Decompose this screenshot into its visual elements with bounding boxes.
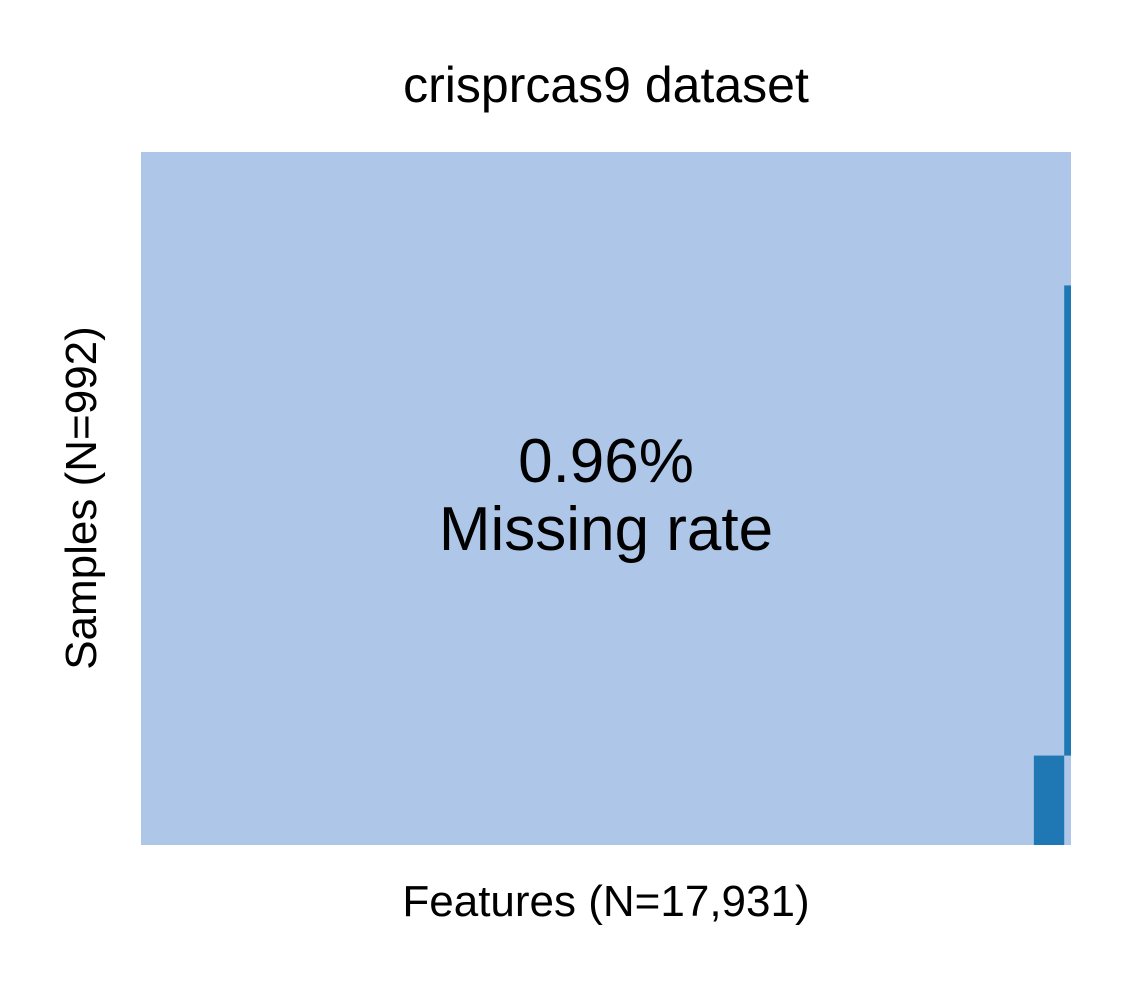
y-axis-label: Samples (N=992) [57, 326, 106, 670]
missing-block-1 [1064, 285, 1071, 756]
annotation-value: 0.96% [518, 427, 694, 496]
annotation-label: Missing rate [439, 495, 773, 564]
chart-title: crisprcas9 dataset [403, 57, 809, 113]
x-axis-label: Features (N=17,931) [402, 877, 809, 926]
missing-block-2 [1033, 755, 1065, 845]
present-values-area [141, 152, 1071, 845]
plot-area [141, 152, 1071, 845]
